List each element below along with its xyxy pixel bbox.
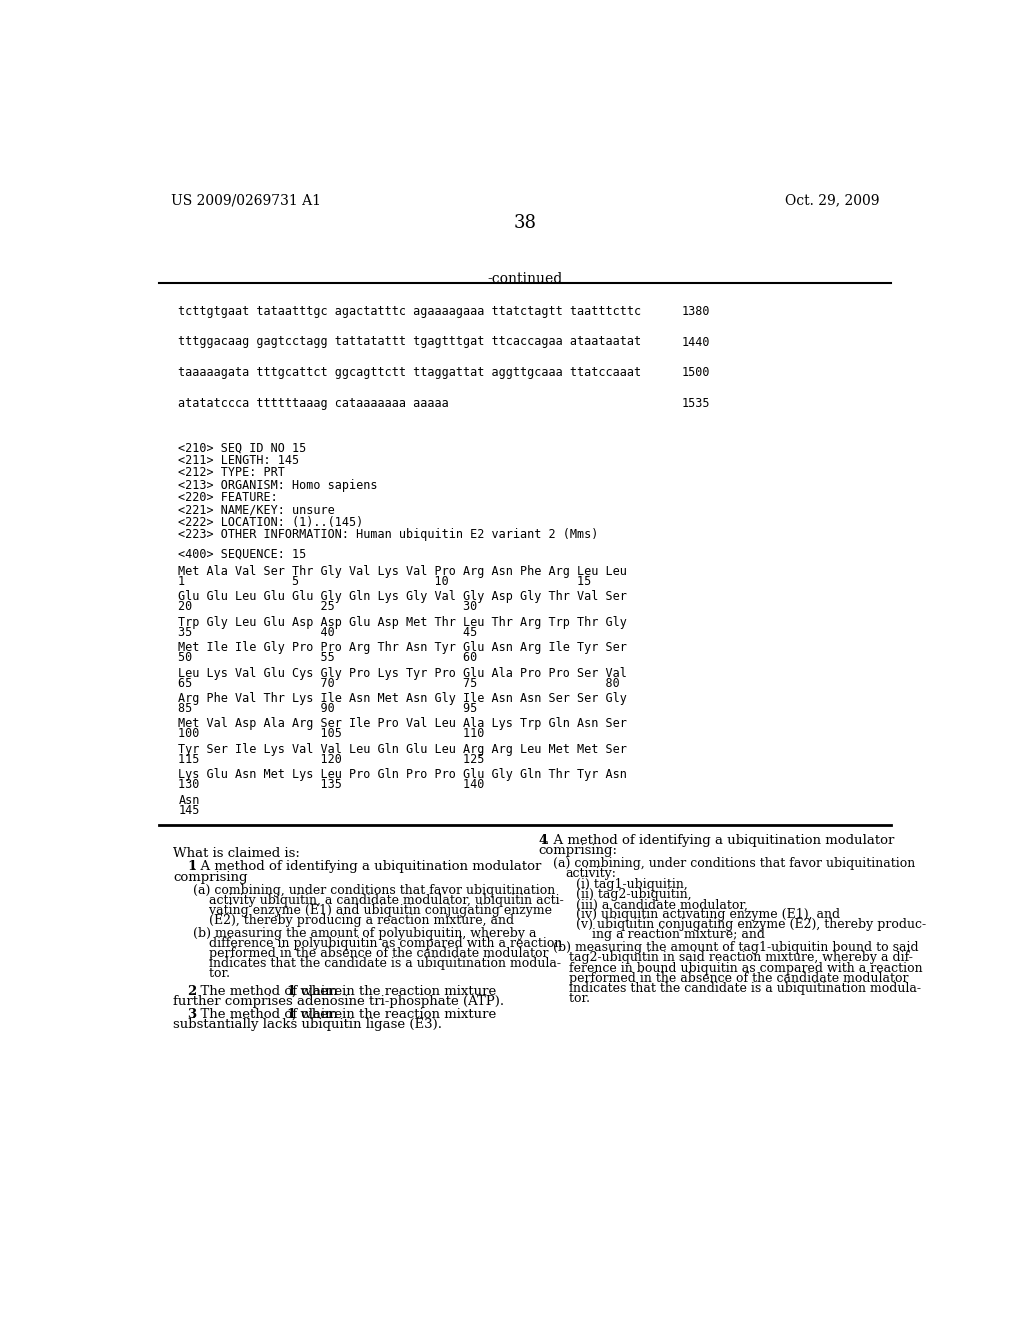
- Text: vating enzyme (E1) and ubiquitin conjugating enzyme: vating enzyme (E1) and ubiquitin conjuga…: [194, 904, 552, 917]
- Text: activity:: activity:: [565, 867, 616, 880]
- Text: comprising:: comprising:: [539, 843, 617, 857]
- Text: , wherein the reaction mixture: , wherein the reaction mixture: [292, 1007, 496, 1020]
- Text: 3: 3: [187, 1007, 196, 1020]
- Text: <223> OTHER INFORMATION: Human ubiquitin E2 variant 2 (Mms): <223> OTHER INFORMATION: Human ubiquitin…: [178, 528, 599, 541]
- Text: (a) combining, under conditions that favor ubiquitination: (a) combining, under conditions that fav…: [194, 884, 555, 896]
- Text: 50                  55                  60: 50 55 60: [178, 651, 477, 664]
- Text: <212> TYPE: PRT: <212> TYPE: PRT: [178, 466, 286, 479]
- Text: ference in bound ubiquitin as compared with a reaction: ference in bound ubiquitin as compared w…: [553, 961, 923, 974]
- Text: performed in the absence of the candidate modulator: performed in the absence of the candidat…: [553, 972, 908, 985]
- Text: tor.: tor.: [194, 966, 230, 979]
- Text: tag2-ubiquitin in said reaction mixture, whereby a dif-: tag2-ubiquitin in said reaction mixture,…: [553, 952, 912, 965]
- Text: . The method of claim: . The method of claim: [193, 1007, 342, 1020]
- Text: <222> LOCATION: (1)..(145): <222> LOCATION: (1)..(145): [178, 516, 364, 529]
- Text: (b) measuring the amount of tag1-ubiquitin bound to said: (b) measuring the amount of tag1-ubiquit…: [553, 941, 919, 954]
- Text: Lys Glu Asn Met Lys Leu Pro Gln Pro Pro Glu Gly Gln Thr Tyr Asn: Lys Glu Asn Met Lys Leu Pro Gln Pro Pro …: [178, 768, 628, 781]
- Text: tcttgtgaat tataatttgc agactatttc agaaaagaaa ttatctagtt taatttcttc: tcttgtgaat tataatttgc agactatttc agaaaag…: [178, 305, 641, 318]
- Text: 1500: 1500: [682, 367, 711, 379]
- Text: (v) ubiquitin conjugating enzyme (E2), thereby produc-: (v) ubiquitin conjugating enzyme (E2), t…: [575, 919, 926, 932]
- Text: 115                 120                 125: 115 120 125: [178, 752, 484, 766]
- Text: -continued: -continued: [487, 272, 562, 286]
- Text: Oct. 29, 2009: Oct. 29, 2009: [785, 193, 880, 207]
- Text: <210> SEQ ID NO 15: <210> SEQ ID NO 15: [178, 442, 306, 455]
- Text: 1               5                   10                  15: 1 5 10 15: [178, 576, 592, 587]
- Text: 65                  70                  75                  80: 65 70 75 80: [178, 677, 621, 689]
- Text: What is claimed is:: What is claimed is:: [173, 847, 300, 859]
- Text: , wherein the reaction mixture: , wherein the reaction mixture: [292, 985, 496, 998]
- Text: (b) measuring the amount of polyubiquitin, whereby a: (b) measuring the amount of polyubiquiti…: [194, 927, 537, 940]
- Text: (ii) tag2-ubiquitin,: (ii) tag2-ubiquitin,: [575, 888, 691, 902]
- Text: tttggacaag gagtcctagg tattatattt tgagtttgat ttcaccagaa ataataatat: tttggacaag gagtcctagg tattatattt tgagttt…: [178, 335, 641, 348]
- Text: 1: 1: [286, 985, 295, 998]
- Text: difference in polyubiquitin as compared with a reaction: difference in polyubiquitin as compared …: [194, 937, 562, 950]
- Text: <213> ORGANISM: Homo sapiens: <213> ORGANISM: Homo sapiens: [178, 479, 378, 492]
- Text: . A method of identifying a ubiquitination modulator: . A method of identifying a ubiquitinati…: [193, 859, 542, 873]
- Text: activity ubiquitin, a candidate modulator, ubiquitin acti-: activity ubiquitin, a candidate modulato…: [194, 894, 564, 907]
- Text: Met Ile Ile Gly Pro Pro Arg Thr Asn Tyr Glu Asn Arg Ile Tyr Ser: Met Ile Ile Gly Pro Pro Arg Thr Asn Tyr …: [178, 642, 628, 655]
- Text: 1: 1: [286, 1007, 295, 1020]
- Text: Met Ala Val Ser Thr Gly Val Lys Val Pro Arg Asn Phe Arg Leu Leu: Met Ala Val Ser Thr Gly Val Lys Val Pro …: [178, 565, 628, 578]
- Text: Trp Gly Leu Glu Asp Asp Glu Asp Met Thr Leu Thr Arg Trp Thr Gly: Trp Gly Leu Glu Asp Asp Glu Asp Met Thr …: [178, 615, 628, 628]
- Text: US 2009/0269731 A1: US 2009/0269731 A1: [171, 193, 321, 207]
- Text: 1440: 1440: [682, 335, 711, 348]
- Text: (iii) a candidate modulator,: (iii) a candidate modulator,: [575, 899, 748, 911]
- Text: <400> SEQUENCE: 15: <400> SEQUENCE: 15: [178, 548, 306, 561]
- Text: <220> FEATURE:: <220> FEATURE:: [178, 491, 279, 504]
- Text: 35                  40                  45: 35 40 45: [178, 626, 477, 639]
- Text: Glu Glu Leu Glu Glu Gly Gln Lys Gly Val Gly Asp Gly Thr Val Ser: Glu Glu Leu Glu Glu Gly Gln Lys Gly Val …: [178, 590, 628, 603]
- Text: tor.: tor.: [553, 991, 590, 1005]
- Text: (iv) ubiquitin activating enzyme (E1), and: (iv) ubiquitin activating enzyme (E1), a…: [575, 908, 840, 921]
- Text: <211> LENGTH: 145: <211> LENGTH: 145: [178, 454, 299, 467]
- Text: substantially lacks ubiquitin ligase (E3).: substantially lacks ubiquitin ligase (E3…: [173, 1018, 442, 1031]
- Text: <221> NAME/KEY: unsure: <221> NAME/KEY: unsure: [178, 503, 335, 516]
- Text: (E2), thereby producing a reaction mixture, and: (E2), thereby producing a reaction mixtu…: [194, 913, 514, 927]
- Text: (a) combining, under conditions that favor ubiquitination: (a) combining, under conditions that fav…: [553, 857, 915, 870]
- Text: 1: 1: [187, 859, 197, 873]
- Text: 1535: 1535: [682, 397, 711, 411]
- Text: ing a reaction mixture; and: ing a reaction mixture; and: [575, 928, 765, 941]
- Text: indicates that the candidate is a ubiquitination modula-: indicates that the candidate is a ubiqui…: [553, 982, 921, 994]
- Text: performed in the absence of the candidate modulator: performed in the absence of the candidat…: [194, 946, 549, 960]
- Text: comprising: comprising: [173, 871, 248, 883]
- Text: Tyr Ser Ile Lys Val Val Leu Gln Glu Leu Arg Arg Leu Met Met Ser: Tyr Ser Ile Lys Val Val Leu Gln Glu Leu …: [178, 743, 628, 756]
- Text: 38: 38: [513, 214, 537, 232]
- Text: indicates that the candidate is a ubiquitination modula-: indicates that the candidate is a ubiqui…: [194, 957, 561, 970]
- Text: atatatccca ttttttaaag cataaaaaaa aaaaa: atatatccca ttttttaaag cataaaaaaa aaaaa: [178, 397, 450, 411]
- Text: 100                 105                 110: 100 105 110: [178, 727, 484, 741]
- Text: further comprises adenosine tri-phosphate (ATP).: further comprises adenosine tri-phosphat…: [173, 995, 504, 1007]
- Text: 20                  25                  30: 20 25 30: [178, 601, 477, 614]
- Text: 4: 4: [539, 834, 548, 846]
- Text: taaaaagata tttgcattct ggcagttctt ttaggattat aggttgcaaa ttatccaaat: taaaaagata tttgcattct ggcagttctt ttaggat…: [178, 367, 641, 379]
- Text: Leu Lys Val Glu Cys Gly Pro Lys Tyr Pro Glu Ala Pro Pro Ser Val: Leu Lys Val Glu Cys Gly Pro Lys Tyr Pro …: [178, 667, 628, 680]
- Text: 1380: 1380: [682, 305, 711, 318]
- Text: . A method of identifying a ubiquitination modulator: . A method of identifying a ubiquitinati…: [545, 834, 894, 846]
- Text: . The method of claim: . The method of claim: [193, 985, 342, 998]
- Text: 85                  90                  95: 85 90 95: [178, 702, 477, 715]
- Text: Arg Phe Val Thr Lys Ile Asn Met Asn Gly Ile Asn Asn Ser Ser Gly: Arg Phe Val Thr Lys Ile Asn Met Asn Gly …: [178, 692, 628, 705]
- Text: Asn: Asn: [178, 793, 200, 807]
- Text: 130                 135                 140: 130 135 140: [178, 779, 484, 791]
- Text: Met Val Asp Ala Arg Ser Ile Pro Val Leu Ala Lys Trp Gln Asn Ser: Met Val Asp Ala Arg Ser Ile Pro Val Leu …: [178, 718, 628, 730]
- Text: 2: 2: [187, 985, 197, 998]
- Text: (i) tag1-ubiquitin,: (i) tag1-ubiquitin,: [575, 878, 688, 891]
- Text: 145: 145: [178, 804, 200, 817]
